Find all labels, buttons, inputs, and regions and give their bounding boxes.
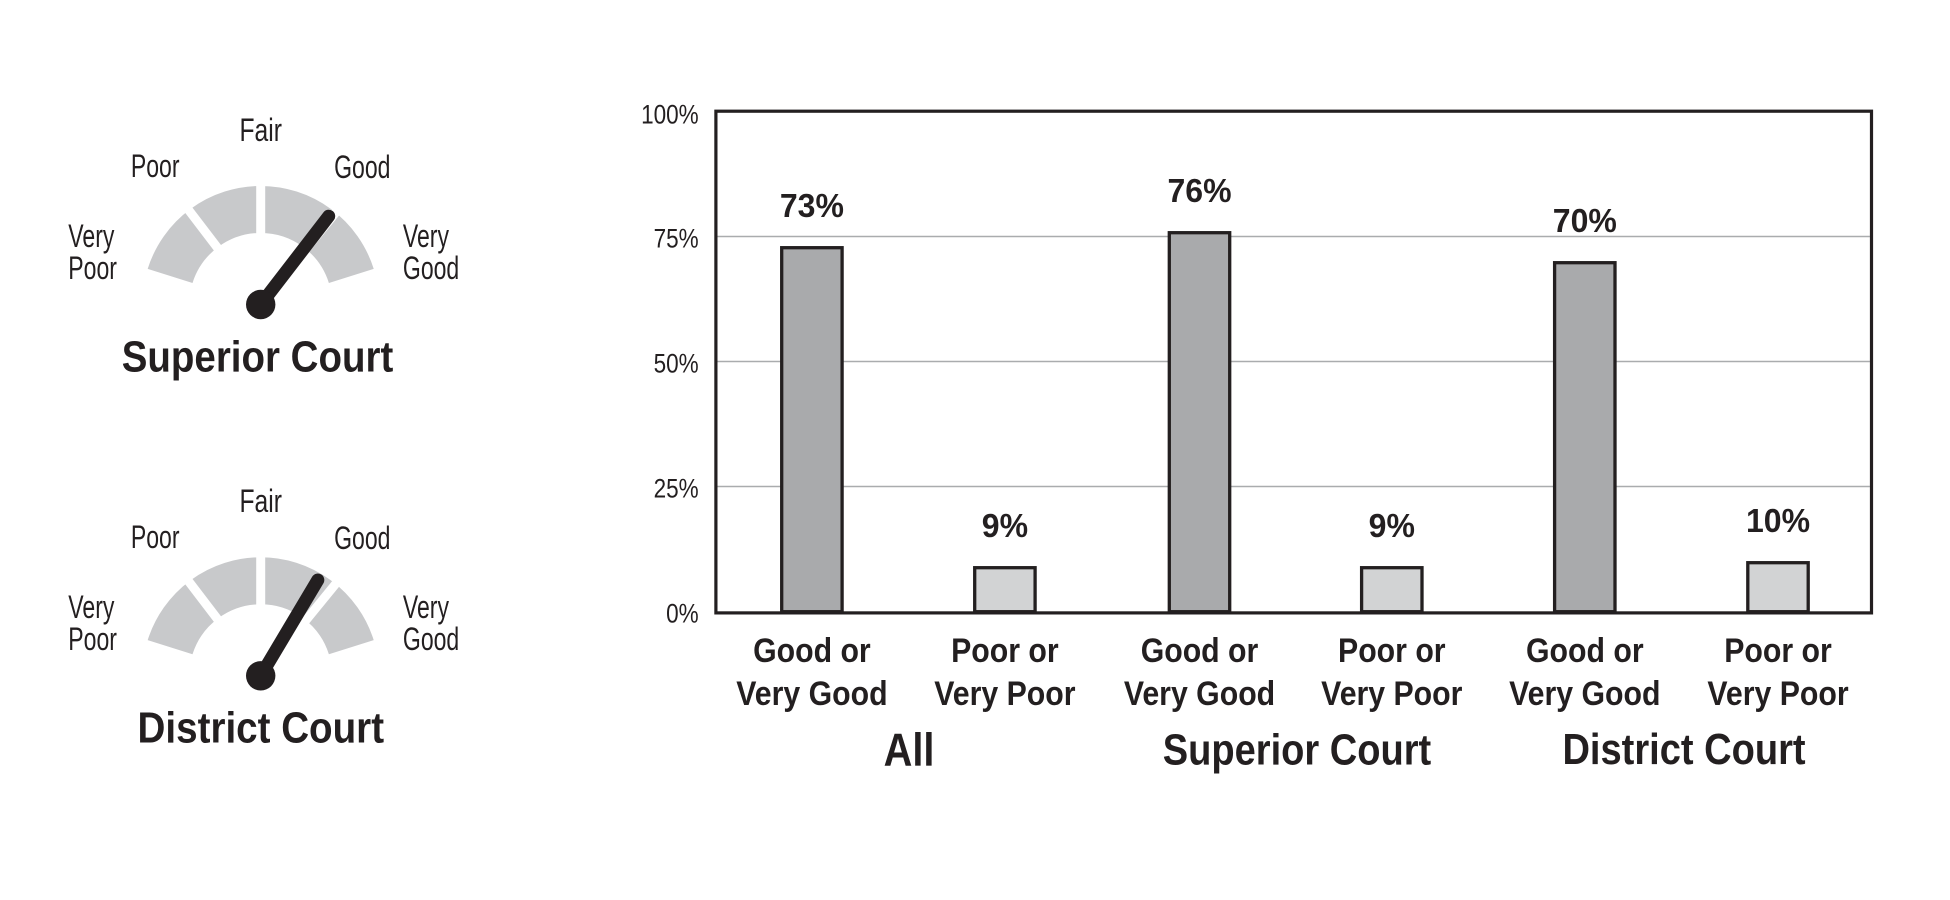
svg-text:Very Poor: Very Poor (934, 674, 1076, 712)
svg-text:Poor: Poor (68, 621, 117, 657)
svg-text:Very Poor: Very Poor (1321, 674, 1463, 712)
svg-text:76%: 76% (1167, 173, 1231, 210)
svg-text:Very Poor: Very Poor (1707, 674, 1849, 712)
svg-text:73%: 73% (780, 188, 844, 225)
svg-text:Good: Good (403, 250, 459, 286)
svg-text:Very: Very (403, 590, 449, 626)
svg-text:Poor or: Poor or (1724, 631, 1832, 669)
svg-text:100%: 100% (641, 100, 699, 130)
svg-text:Good or: Good or (753, 631, 871, 669)
svg-text:0%: 0% (666, 599, 699, 629)
svg-text:Good: Good (403, 621, 459, 657)
svg-text:Very: Very (68, 219, 114, 255)
svg-text:Very Good: Very Good (736, 674, 887, 712)
svg-text:District Court: District Court (138, 703, 385, 752)
svg-text:Good or: Good or (1526, 631, 1644, 669)
svg-text:70%: 70% (1553, 203, 1617, 240)
svg-text:Poor: Poor (131, 149, 180, 185)
svg-text:Superior Court: Superior Court (1163, 725, 1432, 774)
svg-text:10%: 10% (1746, 503, 1810, 540)
svg-text:Very Good: Very Good (1124, 674, 1275, 712)
svg-text:District Court: District Court (1562, 724, 1805, 773)
svg-text:Very: Very (403, 219, 449, 255)
svg-text:75%: 75% (654, 224, 699, 254)
svg-text:Poor: Poor (131, 520, 180, 556)
svg-text:Good: Good (334, 520, 390, 556)
svg-text:Good or: Good or (1141, 631, 1259, 669)
svg-text:Very Good: Very Good (1509, 674, 1660, 712)
svg-text:Fair: Fair (239, 113, 282, 149)
svg-text:9%: 9% (1369, 508, 1415, 545)
svg-text:Very: Very (68, 590, 114, 626)
svg-text:50%: 50% (654, 349, 699, 379)
svg-text:Superior Court: Superior Court (122, 333, 394, 382)
svg-text:All: All (884, 725, 935, 776)
svg-text:25%: 25% (654, 474, 699, 504)
svg-text:Fair: Fair (239, 484, 282, 520)
svg-text:Poor or: Poor or (951, 631, 1059, 669)
svg-text:Poor: Poor (68, 250, 117, 286)
svg-text:Poor or: Poor or (1338, 631, 1446, 669)
svg-text:9%: 9% (982, 508, 1028, 545)
svg-text:Good: Good (334, 149, 390, 185)
